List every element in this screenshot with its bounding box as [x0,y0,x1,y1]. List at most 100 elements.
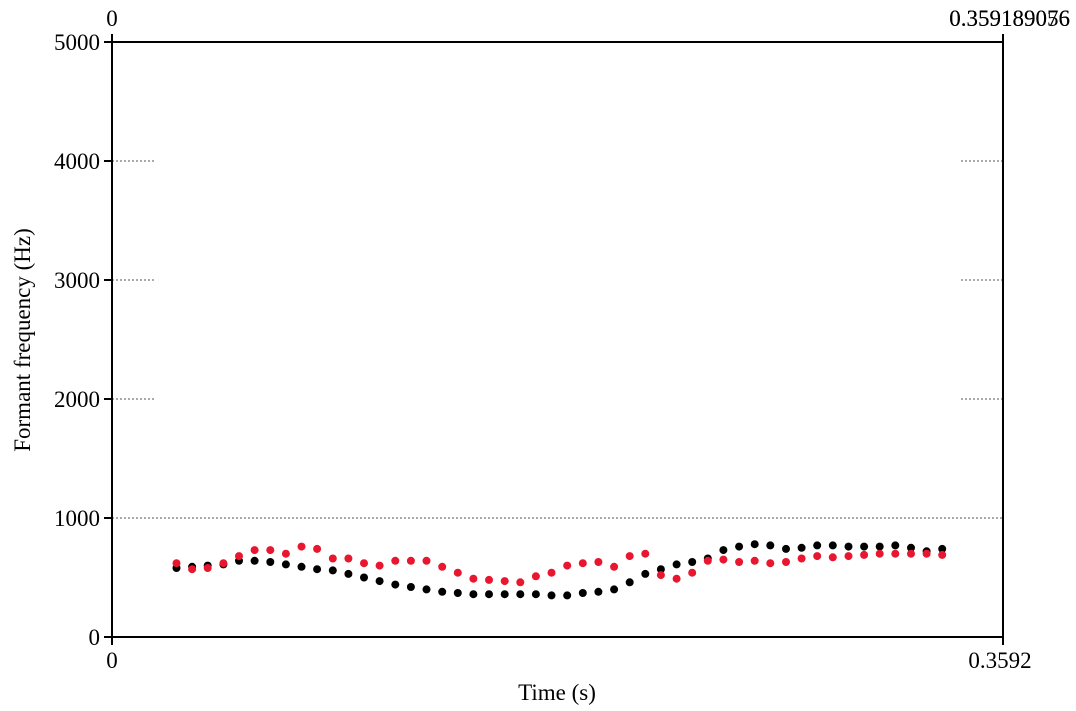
point-s2-21 [500,577,509,586]
point-s1-19 [469,590,478,599]
point-s1-43 [844,542,853,551]
point-s2-4 [235,552,243,561]
point-s2-0 [172,559,181,568]
point-s2-7 [281,549,290,558]
point-s1-6 [266,558,275,566]
point-s2-18 [453,568,462,577]
point-s2-39 [782,558,790,566]
point-s1-32 [672,560,681,569]
point-s2-31 [656,571,665,580]
point-s1-33 [688,558,697,566]
point-s2-40 [797,554,806,563]
point-s1-25 [563,591,572,600]
point-s1-22 [516,590,525,599]
point-s2-22 [516,578,525,587]
point-s2-10 [328,554,337,563]
point-s1-9 [313,565,322,574]
point-s2-49 [938,550,947,559]
point-s2-5 [250,546,259,555]
x-axis: 0 0.3592 [106,637,1032,673]
point-s1-7 [281,560,290,569]
point-s2-27 [594,558,603,566]
point-s1-12 [360,573,368,582]
point-s2-38 [766,559,775,568]
point-s1-35 [719,546,728,555]
point-s1-46 [891,541,900,550]
point-s1-20 [485,590,493,599]
top-tick-label-left: 0 [106,6,118,31]
point-s1-40 [797,543,806,552]
point-s2-33 [688,568,697,577]
point-s2-8 [297,542,306,551]
y-axis-label: Formant frequency (Hz) [10,228,35,452]
point-s2-14 [391,556,400,565]
point-s1-13 [375,577,384,586]
plot-frame [111,41,1004,638]
point-s1-18 [453,589,462,597]
point-s2-26 [578,559,587,568]
point-s1-16 [422,585,431,594]
point-s1-30 [641,569,650,578]
point-s2-30 [641,549,650,558]
top-tick-label-right-2: 0.359189056 [949,6,1070,31]
point-s2-13 [375,561,384,570]
point-s1-36 [735,542,744,551]
point-s1-15 [406,583,415,591]
point-s2-42 [828,553,837,562]
top-tick-label-right-1: 0.359189076 [949,6,1070,31]
point-s1-44 [860,542,869,551]
x-axis-label: Time (s) [518,680,596,705]
point-s2-45 [875,549,884,558]
point-s2-6 [266,546,275,555]
point-s1-37 [750,540,759,549]
point-s1-26 [578,589,587,597]
point-s2-19 [469,574,478,583]
y-tick-label-0: 0 [89,625,101,650]
point-s2-25 [563,561,572,570]
point-s1-31 [656,565,665,574]
point-s1-24 [547,591,556,600]
point-s1-14 [391,580,400,589]
y-tick-label-5000: 5000 [54,30,100,55]
point-s2-35 [719,555,728,564]
point-s1-45 [875,542,884,551]
point-s2-9 [313,544,322,553]
data-points [172,540,947,600]
x-tick-label-0: 0 [106,648,118,673]
point-s2-34 [703,556,712,565]
y-tick-label-2000: 2000 [54,387,100,412]
point-s2-11 [344,554,353,563]
y-tick-label-3000: 3000 [54,268,100,293]
point-s1-38 [766,541,775,550]
grid-layer [112,160,1003,519]
point-s2-12 [360,559,368,568]
point-s1-29 [625,578,634,587]
point-s2-20 [485,575,493,584]
point-s1-17 [438,587,447,596]
point-s2-43 [844,552,853,561]
point-s2-41 [813,552,822,561]
point-s1-47 [907,543,915,552]
point-s1-5 [250,556,259,565]
point-s2-37 [750,556,759,565]
point-s1-8 [297,562,306,571]
x-tick-label-1: 0.3592 [968,648,1031,673]
point-s2-46 [891,549,900,558]
point-s2-16 [422,556,431,565]
point-s2-2 [203,564,212,572]
point-s1-41 [813,541,822,550]
point-s1-28 [610,585,619,594]
point-s1-10 [328,566,337,575]
point-s1-11 [344,569,353,578]
point-s2-47 [907,549,915,558]
point-s2-29 [625,552,634,561]
point-s2-15 [406,556,415,565]
point-s1-23 [531,590,540,599]
point-s1-49 [938,544,947,553]
point-s1-21 [500,590,509,599]
point-s2-36 [735,558,744,566]
point-s2-17 [438,562,447,571]
point-s2-24 [547,568,556,577]
